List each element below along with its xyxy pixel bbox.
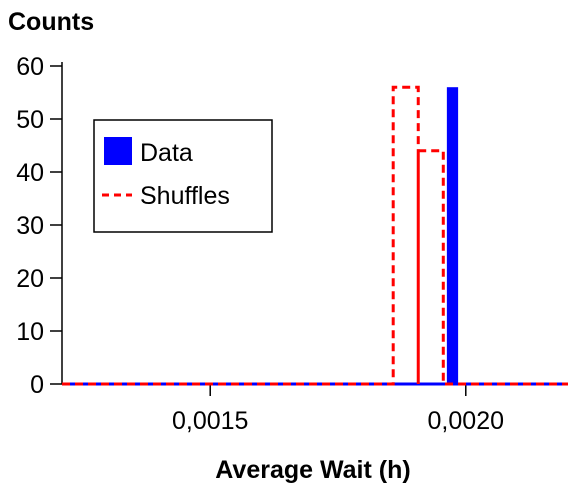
y-axis-title: Counts [8,8,94,36]
x-tick-label: 0,0015 [172,407,248,435]
y-tick-label: 10 [16,318,44,346]
shuffles-step-line [62,85,568,386]
legend: Data Shuffles [93,119,273,233]
y-tick-label: 20 [16,265,44,293]
y-tick-label: 40 [16,159,44,187]
legend-label-data: Data [140,139,193,167]
x-tick-label: 0,0020 [428,407,504,435]
y-tick-label: 30 [16,212,44,240]
x-axis-title: Average Wait (h) [215,456,410,484]
plot-area: 0 10 20 30 40 50 60 0,0015 0,0020 [16,53,568,435]
legend-swatch-data [104,137,132,165]
legend-label-shuffles: Shuffles [140,182,230,210]
y-tick-label: 60 [16,53,44,81]
legend-box [93,119,273,233]
data-bar [446,87,459,384]
y-tick-label: 50 [16,106,44,134]
y-tick-label: 0 [30,371,44,399]
